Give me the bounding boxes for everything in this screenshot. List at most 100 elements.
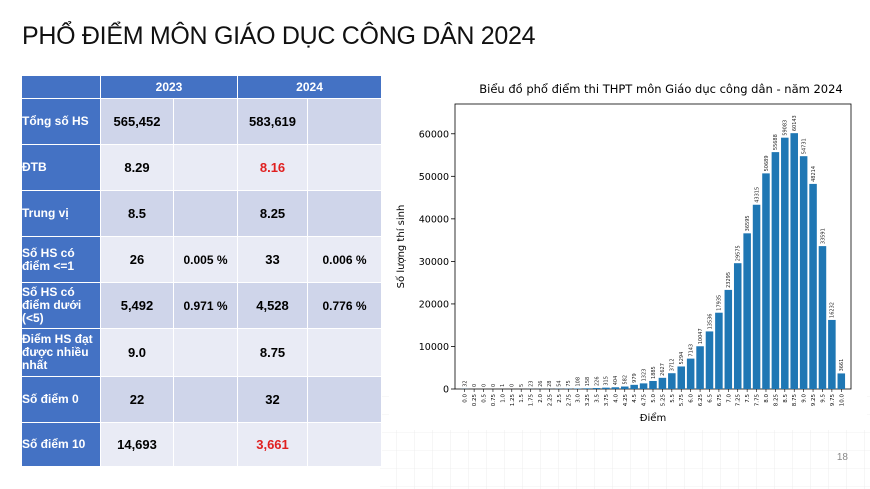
value-2023: 8.29 xyxy=(100,144,174,191)
percent-2024 xyxy=(307,328,383,377)
x-tick-label: 4.25 xyxy=(623,394,629,407)
x-tick-label: 0.5 xyxy=(482,394,488,403)
x-tick-label: 2.75 xyxy=(566,394,572,407)
percent-2023: 0.971 % xyxy=(172,282,239,329)
bar-value-label: 226 xyxy=(594,376,600,386)
bar-value-label: 315 xyxy=(604,376,610,386)
x-tick-label: 2.25 xyxy=(547,394,553,407)
bar xyxy=(743,233,751,389)
bar-value-label: 7143 xyxy=(688,344,694,357)
table-corner-cell xyxy=(21,75,101,99)
x-tick-label: 1.5 xyxy=(519,394,525,403)
bar-value-label: 2627 xyxy=(660,363,666,376)
bar-value-label: 5 xyxy=(519,384,525,387)
x-tick-label: 1.75 xyxy=(529,394,535,407)
bar-value-label: 43315 xyxy=(754,187,760,203)
x-tick-label: 8.75 xyxy=(792,394,798,407)
bar xyxy=(602,387,610,389)
bar-value-label: 54731 xyxy=(801,138,807,154)
table-row: Số HS có điểm dưới (<5) 5,492 0.971 % 4,528… xyxy=(21,282,383,329)
percent-2024 xyxy=(307,98,383,145)
bar xyxy=(677,366,686,389)
statistics-table: 2023 2024 Tổng số HS 565,452 583,619 ĐTB 8.2… xyxy=(21,75,383,467)
x-tick-label: 9.75 xyxy=(830,394,836,407)
bar-value-label: 1 xyxy=(500,384,506,387)
row-label: Số điểm 10 xyxy=(21,422,101,467)
chart-svg: Biểu đồ phổ điểm thi THPT môn Giáo dục c… xyxy=(395,82,852,424)
bar-value-label: 29575 xyxy=(736,245,742,261)
bar xyxy=(837,373,846,389)
bar xyxy=(771,152,780,389)
bar-value-label: 1323 xyxy=(641,369,647,382)
percent-2024 xyxy=(307,190,383,237)
bar-value-label: 3661 xyxy=(839,359,845,372)
bar-value-label: 23295 xyxy=(726,272,732,288)
x-tick-label: 3.5 xyxy=(595,394,601,403)
x-tick-label: 6.0 xyxy=(689,394,695,403)
x-tick-label: 1.25 xyxy=(510,394,516,407)
bar-value-label: 55688 xyxy=(773,134,779,150)
percent-2024 xyxy=(307,144,383,191)
row-label: ĐTB xyxy=(21,144,101,191)
x-tick-label: 0.25 xyxy=(472,394,478,407)
bar xyxy=(752,204,761,389)
bar xyxy=(658,377,667,389)
x-tick-label: 8.5 xyxy=(783,394,789,403)
y-tick-label: 50000 xyxy=(419,172,449,183)
table-header-row: 2023 2024 xyxy=(21,75,383,99)
bar-value-label: 23 xyxy=(528,381,534,387)
bar-value-label: 0 xyxy=(472,384,478,387)
table-row: Điểm HS đạt được nhiều nhất 9.0 8.75 xyxy=(21,328,383,377)
bar-value-label: 32 xyxy=(463,380,469,386)
x-tick-label: 2.5 xyxy=(557,394,563,403)
y-tick-label: 30000 xyxy=(419,257,449,268)
x-tick-label: 7.75 xyxy=(755,394,761,407)
bar-value-label: 158 xyxy=(585,377,591,387)
percent-2024 xyxy=(307,422,383,467)
bar-value-label: 16232 xyxy=(830,302,836,318)
percent-2023: 0.005 % xyxy=(172,236,239,283)
x-tick-label: 1.0 xyxy=(500,394,506,403)
x-tick-label: 6.25 xyxy=(698,394,704,407)
bar-value-label: 404 xyxy=(613,376,619,386)
percent-2024: 0.006 % xyxy=(307,236,383,283)
value-2023: 5,492 xyxy=(100,282,174,329)
bar xyxy=(781,137,789,389)
bar xyxy=(611,387,620,389)
table-row: Trung vị 8.5 8.25 xyxy=(21,190,383,237)
bar xyxy=(696,346,704,389)
bar-value-label: 5294 xyxy=(679,352,685,365)
x-tick-label: 0.75 xyxy=(491,394,497,407)
percent-2023 xyxy=(172,376,239,423)
x-tick-label: 5.25 xyxy=(660,394,666,407)
table-row: Tổng số HS 565,452 583,619 xyxy=(21,98,383,145)
x-tick-label: 3.25 xyxy=(585,394,591,407)
bar-value-label: 60143 xyxy=(792,115,798,131)
x-tick-label: 9.0 xyxy=(802,394,808,403)
page-number: 18 xyxy=(836,452,848,463)
y-tick-label: 10000 xyxy=(419,342,449,353)
bar xyxy=(790,133,798,389)
chart-title: Biểu đồ phổ điểm thi THPT môn Giáo dục c… xyxy=(479,82,843,96)
bar xyxy=(620,386,629,389)
percent-2024 xyxy=(307,376,383,423)
value-2024: 33 xyxy=(237,236,309,283)
y-tick-label: 0 xyxy=(443,385,449,396)
header-year-2023: 2023 xyxy=(99,75,239,99)
bar-value-label: 0 xyxy=(510,384,516,387)
bar xyxy=(809,183,817,389)
x-tick-label: 4.75 xyxy=(642,394,648,407)
value-2024: 8.16 xyxy=(237,144,309,191)
value-2024: 32 xyxy=(237,376,309,423)
value-2024: 8.25 xyxy=(237,190,309,237)
x-tick-label: 9.25 xyxy=(811,394,817,407)
bar xyxy=(668,373,676,389)
table-row: ĐTB 8.29 8.16 xyxy=(21,144,383,191)
x-tick-label: 7.0 xyxy=(726,394,732,403)
percent-2023 xyxy=(172,98,239,145)
bar xyxy=(649,380,657,389)
bar xyxy=(592,388,601,389)
x-axis-label: Điểm xyxy=(640,411,666,424)
bar-value-label: 10047 xyxy=(698,328,704,344)
bar-value-label: 75 xyxy=(566,380,572,386)
